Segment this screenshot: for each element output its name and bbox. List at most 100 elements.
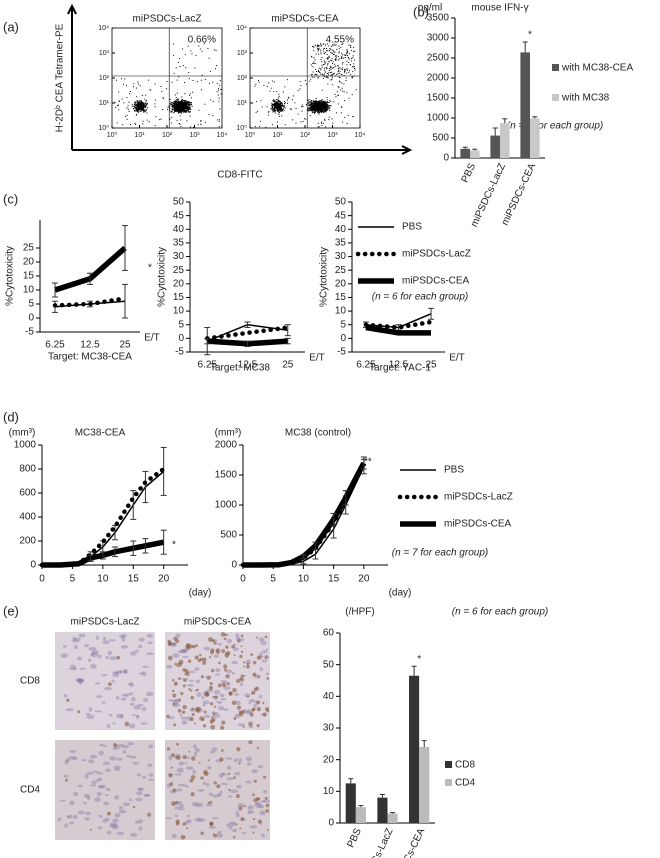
event-dot bbox=[126, 118, 128, 120]
stain bbox=[174, 662, 178, 666]
event-dot bbox=[323, 43, 325, 45]
event-dot bbox=[277, 111, 279, 113]
plot-title: miPSDCs-LacZ bbox=[133, 14, 202, 25]
stain bbox=[147, 812, 152, 817]
event-dot bbox=[318, 71, 320, 73]
event-dot bbox=[316, 104, 318, 106]
event-dot bbox=[181, 107, 183, 109]
nucleus bbox=[206, 782, 210, 788]
event-dot bbox=[278, 103, 280, 105]
event-dot bbox=[339, 77, 341, 79]
series-line bbox=[52, 296, 128, 308]
event-dot bbox=[133, 108, 135, 110]
event-dot bbox=[272, 109, 274, 111]
nucleus bbox=[254, 801, 261, 806]
y-tick-label: 25 bbox=[335, 265, 347, 276]
bar bbox=[409, 675, 420, 823]
event-dot bbox=[341, 82, 343, 84]
event-dot bbox=[341, 63, 343, 65]
stain bbox=[173, 643, 176, 645]
event-dot bbox=[181, 109, 183, 111]
x-tick-label: 20 bbox=[158, 574, 170, 585]
event-dot bbox=[317, 105, 319, 107]
event-dot bbox=[319, 101, 321, 103]
event-dot bbox=[134, 104, 136, 106]
event-dot bbox=[321, 107, 323, 109]
event-dot bbox=[320, 107, 322, 109]
event-dot bbox=[274, 99, 276, 101]
event-dot bbox=[333, 51, 335, 53]
nucleus bbox=[114, 768, 120, 772]
event-dot bbox=[168, 106, 170, 108]
event-dot bbox=[313, 108, 315, 110]
event-dot bbox=[188, 78, 190, 80]
event-dot bbox=[184, 100, 186, 102]
event-dot bbox=[320, 110, 322, 112]
event-dot bbox=[184, 110, 186, 112]
nucleus bbox=[167, 699, 175, 702]
event-dot bbox=[271, 104, 273, 106]
nucleus bbox=[168, 755, 172, 761]
significance: * bbox=[148, 263, 152, 274]
event-dot bbox=[181, 112, 183, 114]
event-dot bbox=[170, 103, 172, 105]
event-dot bbox=[189, 108, 191, 110]
event-dot bbox=[173, 55, 175, 57]
stain bbox=[232, 835, 236, 839]
row-label: CD8 bbox=[20, 676, 40, 687]
nucleus bbox=[247, 810, 252, 815]
event-dot bbox=[305, 83, 307, 85]
event-dot bbox=[142, 105, 144, 107]
stain bbox=[238, 806, 243, 811]
column-label: miPSDCs-CEA bbox=[184, 617, 252, 628]
event-dot bbox=[339, 58, 341, 60]
event-dot bbox=[190, 104, 192, 106]
y-tick-label: 10¹ bbox=[99, 100, 110, 107]
event-dot bbox=[318, 48, 320, 50]
event-dot bbox=[311, 104, 313, 106]
event-dot bbox=[137, 102, 139, 104]
event-dot bbox=[323, 107, 325, 109]
stain bbox=[240, 674, 244, 678]
event-dot bbox=[173, 103, 175, 105]
event-dot bbox=[330, 79, 332, 81]
event-dot bbox=[320, 45, 322, 47]
nucleus bbox=[261, 833, 265, 838]
nucleus bbox=[217, 643, 222, 646]
event-dot bbox=[131, 105, 133, 107]
nucleus bbox=[229, 821, 236, 824]
event-dot bbox=[322, 107, 324, 109]
event-dot bbox=[168, 105, 170, 107]
stain bbox=[265, 707, 270, 712]
event-dot bbox=[274, 102, 276, 104]
event-dot bbox=[281, 110, 283, 112]
event-dot bbox=[321, 100, 323, 102]
event-dot bbox=[140, 102, 142, 104]
event-dot bbox=[313, 112, 315, 114]
nucleus bbox=[172, 653, 180, 658]
event-dot bbox=[273, 100, 275, 102]
event-dot bbox=[183, 101, 185, 103]
event-dot bbox=[255, 111, 257, 113]
event-dot bbox=[331, 74, 333, 76]
nucleus bbox=[203, 714, 211, 719]
nucleus bbox=[96, 791, 102, 797]
event-dot bbox=[328, 105, 330, 107]
event-dot bbox=[189, 108, 191, 110]
event-dot bbox=[140, 105, 142, 107]
stain bbox=[240, 634, 244, 638]
event-dot bbox=[287, 96, 289, 98]
event-dot bbox=[272, 107, 274, 109]
event-dot bbox=[316, 107, 318, 109]
stain bbox=[190, 792, 195, 797]
event-dot bbox=[350, 73, 352, 75]
event-dot bbox=[137, 109, 139, 111]
event-dot bbox=[280, 108, 282, 110]
event-dot bbox=[182, 65, 184, 67]
event-dot bbox=[271, 124, 273, 126]
event-dot bbox=[329, 109, 331, 111]
event-dot bbox=[320, 105, 322, 107]
event-dot bbox=[325, 106, 327, 108]
event-dot bbox=[323, 73, 325, 75]
